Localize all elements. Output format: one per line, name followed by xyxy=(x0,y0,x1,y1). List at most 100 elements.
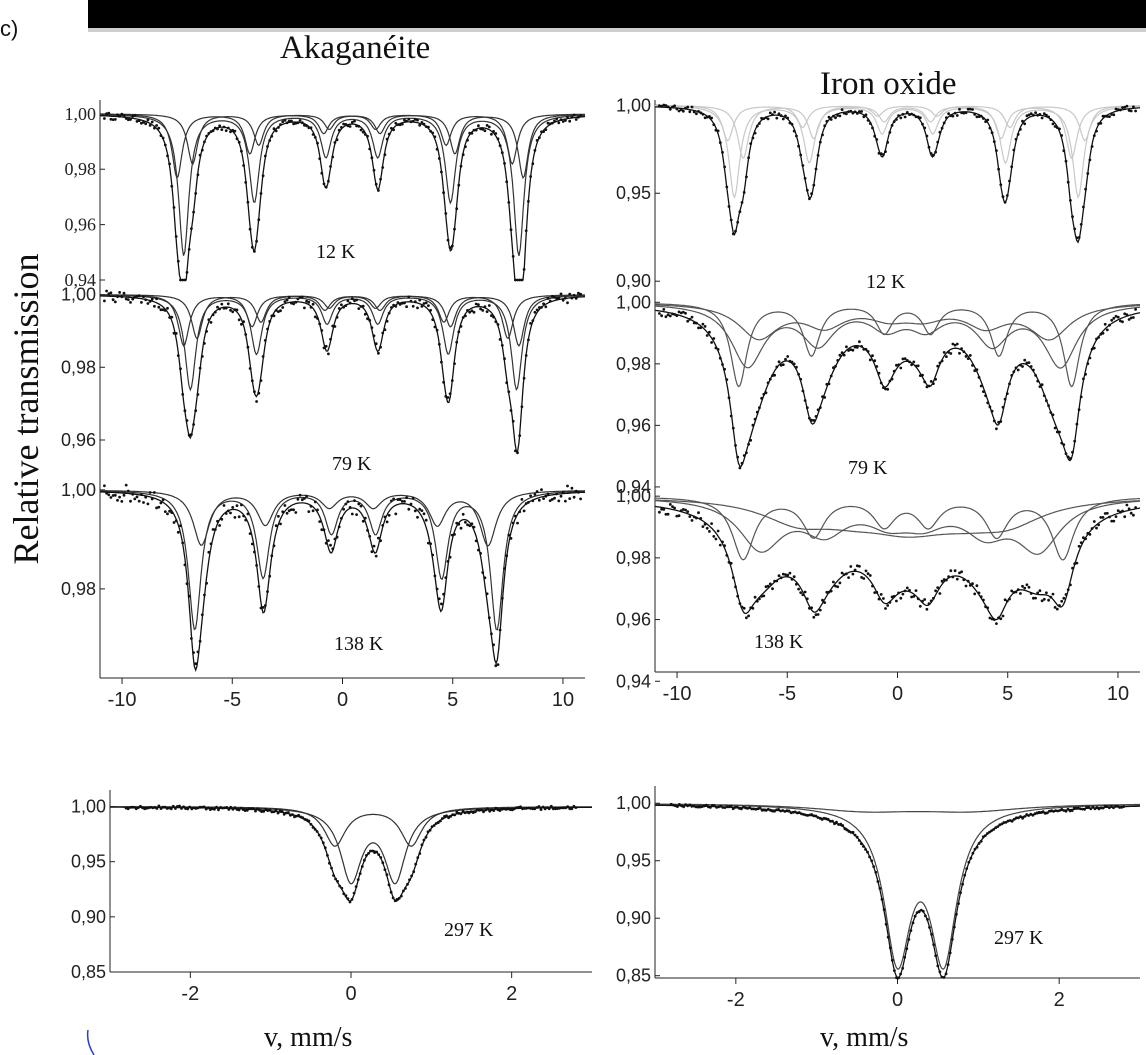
aka-12-data-point xyxy=(459,164,463,168)
ox-297-data-point xyxy=(853,833,857,837)
ox-138-data-point xyxy=(882,597,885,600)
ox-79-data-point xyxy=(1108,323,1111,327)
ox-297-ytick-label-2: 0,90 xyxy=(616,908,651,928)
ox-297-data-point xyxy=(1056,809,1060,813)
ox-79-data-point xyxy=(1008,382,1011,386)
ox-297-data-point xyxy=(975,845,979,849)
ox-79-data-point xyxy=(1005,392,1009,395)
aka-12-data-point xyxy=(327,179,330,183)
aka-12-data-point xyxy=(429,129,432,133)
ox-12-data-point xyxy=(1095,129,1098,133)
ox-79-data-point xyxy=(986,401,990,405)
aka-297-data-point xyxy=(449,815,452,818)
aka-297-xtick-label-0: -2 xyxy=(181,983,199,1005)
aka-12-data-point xyxy=(242,164,246,167)
ox-138-data-point xyxy=(779,576,783,580)
ox-138-data-point xyxy=(792,575,796,579)
aka-297-data-point xyxy=(397,896,401,900)
aka-297-data-point xyxy=(459,812,463,816)
ox-138-data-point xyxy=(992,618,996,621)
ox-12-data-point xyxy=(701,112,705,116)
aka-12-data-point xyxy=(124,117,128,120)
ox-79-data-point xyxy=(671,312,674,316)
aka-12-data-point xyxy=(150,120,154,124)
aka-138-data-point xyxy=(153,491,156,494)
ox-79-data-point xyxy=(1123,312,1127,316)
ox-138-data-point xyxy=(845,572,848,576)
ox-138-data-point xyxy=(908,588,911,592)
aka-79-data-point xyxy=(298,295,302,299)
aka-138-data-point xyxy=(224,512,228,515)
aka-79-data-point xyxy=(370,326,374,329)
aka-138-data-point xyxy=(500,596,504,600)
aka-79-data-point xyxy=(564,296,567,300)
aka-297-data-point xyxy=(159,807,163,810)
ox-138-data-point xyxy=(1123,515,1127,519)
ox-79-data-point xyxy=(884,387,887,391)
aka-12-data-point xyxy=(379,177,382,181)
aka-79-data-point xyxy=(483,305,487,308)
aka-79-data-point xyxy=(133,296,137,299)
ox-297-data-point xyxy=(800,812,803,816)
aka-79-data-point xyxy=(105,289,108,293)
ox-138-data-point xyxy=(697,511,700,515)
aka-138-data-point xyxy=(159,501,163,505)
ox-12-data-point xyxy=(832,114,835,118)
aka-297-data-point xyxy=(252,807,255,810)
aka-138-data-point xyxy=(172,521,176,524)
ox-79-data-point xyxy=(927,384,931,388)
aka-79-data-point xyxy=(181,393,185,396)
ox-297-data-point xyxy=(702,804,706,808)
aka-12-data-point xyxy=(216,127,219,131)
aka-138-data-point xyxy=(346,500,350,503)
aka-138-data-point xyxy=(355,513,358,516)
aka-138-data-point xyxy=(196,650,200,654)
ox-297-data-point xyxy=(847,830,851,833)
aka-297-data-point xyxy=(416,856,420,859)
aka-138-data-point xyxy=(446,560,450,563)
ox-138-data-point xyxy=(662,508,666,511)
aka-79-data-point xyxy=(392,303,395,307)
aka-79-data-point xyxy=(129,301,132,304)
aka-297-data-point xyxy=(395,897,399,901)
ox-12-data-point xyxy=(903,115,907,119)
ox-297-data-point xyxy=(742,805,745,809)
aka-79-data-point xyxy=(213,310,217,314)
aka-297-data-point xyxy=(424,835,428,839)
ox-138-data-point xyxy=(1053,606,1057,609)
aka-297-data-point xyxy=(367,852,370,855)
aka-79-data-point xyxy=(461,316,465,319)
aka-138-data-point xyxy=(342,507,345,511)
aka-12-data-point xyxy=(464,145,467,149)
aka-12-data-point xyxy=(207,132,211,135)
ox-12-data-point xyxy=(840,108,844,111)
ox-138-data-point xyxy=(1066,588,1070,592)
ox-12-data-point xyxy=(755,124,759,128)
aka-297-data-point xyxy=(453,813,457,817)
ox-12-data-point xyxy=(1073,227,1077,231)
ox-297-data-point xyxy=(824,817,828,820)
ox-79-data-point xyxy=(768,377,772,381)
aka-138-data-point xyxy=(479,552,482,555)
ox-79-ytick-label-0: 1,00 xyxy=(616,292,651,312)
aka-138-data-point xyxy=(514,514,517,518)
aka-79-data-point xyxy=(218,307,222,311)
ox-297-data-point xyxy=(1023,815,1026,818)
aka-79-component-1 xyxy=(100,294,585,347)
aka-79-data-point xyxy=(396,301,400,304)
ox-138-data-point xyxy=(947,575,950,578)
ox-12-data-point xyxy=(882,153,885,157)
aka-297-xtick-label-1: 0 xyxy=(345,983,356,1005)
ox-79-data-point xyxy=(912,360,916,364)
ox-297-data-point xyxy=(940,975,944,979)
aka-138-data-point xyxy=(257,585,261,588)
aka-138-data-point xyxy=(433,574,437,578)
ox-12-data-point xyxy=(784,114,787,118)
ox-79-data-point xyxy=(668,314,672,318)
ox-12-data-point xyxy=(658,104,661,108)
ox-79-data-point xyxy=(1055,430,1059,434)
ox-79-data-point xyxy=(947,350,950,354)
aka-79-data-point xyxy=(159,308,163,312)
ox-138-data-point xyxy=(888,601,892,604)
aka-138-data-point xyxy=(327,539,330,542)
